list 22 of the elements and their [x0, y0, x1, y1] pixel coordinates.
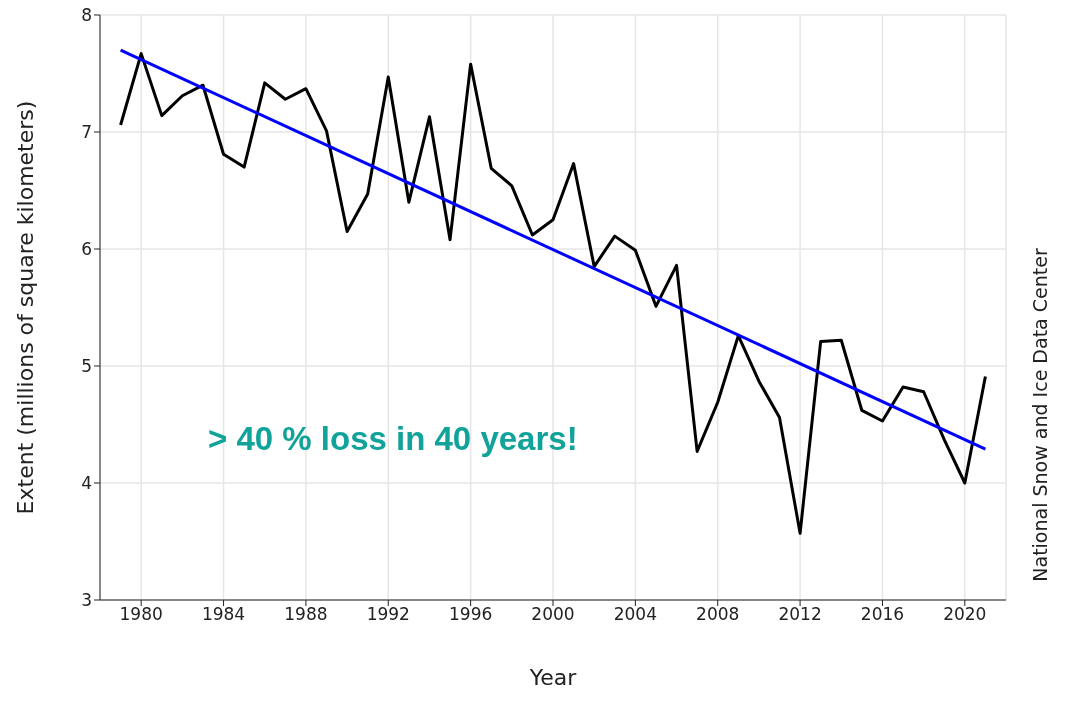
x-tick-label: 2004	[613, 604, 657, 625]
x-tick-label: 2016	[860, 604, 905, 625]
x-tick-label: 1992	[366, 604, 410, 625]
x-tick-label: 2020	[943, 604, 987, 625]
y-tick-label: 4	[81, 473, 92, 494]
x-axis-title: Year	[528, 665, 578, 690]
y-tick-label: 7	[81, 122, 92, 143]
x-tick-label: 1980	[119, 604, 163, 625]
x-tick-label: 1996	[449, 604, 493, 625]
y-tick-label: 6	[81, 239, 92, 260]
text: National Snow and Ice Data Center	[1029, 248, 1051, 582]
x-tick-label: 1988	[284, 604, 328, 625]
annotation: > 40 % loss in 40 years!	[208, 420, 578, 458]
x-tick-label: 2012	[778, 604, 822, 625]
y-tick-label: 5	[81, 356, 92, 377]
y-axis-title: Extent (millions of square kilometers)	[12, 100, 38, 515]
x-tick-label: 1984	[201, 604, 246, 625]
y-tick-label: 3	[81, 590, 92, 611]
y-tick-label: 8	[81, 5, 92, 26]
line-series	[119, 52, 987, 535]
x-tick-label: 2000	[531, 604, 575, 625]
x-tick-label: 2008	[696, 604, 740, 625]
